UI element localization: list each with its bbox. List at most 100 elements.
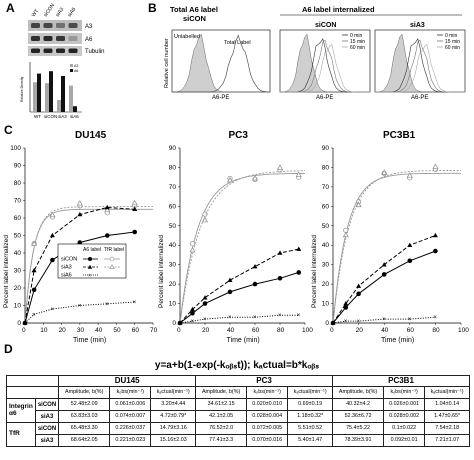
table-cell: 0.221±0.023 <box>109 434 152 447</box>
header-total-sub: siCON <box>183 14 206 23</box>
unlabelled-histogram <box>171 33 270 93</box>
blot-label-a6: A6 <box>85 37 93 43</box>
x-tick-label: 60 <box>132 327 140 334</box>
tfr-point-sicon <box>189 241 196 247</box>
a6-point-sia6: × <box>178 321 182 327</box>
table-cell: 0.226±0.037 <box>109 422 152 435</box>
x-tick-label: 100 <box>458 327 469 334</box>
y-tick-label: 80 <box>322 164 330 171</box>
header-internalized: A6 label internalized <box>302 5 375 14</box>
a6-fit-curve-sia6 <box>179 314 299 324</box>
table-cell: 1.47±0.65* <box>424 410 470 423</box>
bar-cat-wt: WT <box>34 114 41 119</box>
table-cell: 0.028±0.004 <box>246 410 289 423</box>
condition-label: siCON <box>34 422 60 435</box>
tfr-point-sia3 <box>76 200 83 206</box>
a6-point-sia3 <box>356 283 362 288</box>
tfr-point-sia3 <box>31 240 38 246</box>
a6-point-sia6: × <box>408 317 412 323</box>
kinetics-legend-box <box>57 243 127 279</box>
table-row: Integrin α6 siCON 52.48±2.09 0.061±0.006 3.2… <box>6 398 470 423</box>
table-cell: 7.54±2.18 <box>424 422 470 435</box>
a6-fit-curve-sicon <box>332 250 436 324</box>
a6-point-sicon <box>227 289 233 295</box>
a6-fit-curve-sia3 <box>332 235 436 324</box>
y-tick-label: 20 <box>322 281 330 288</box>
results-table: DU145 PC3 PC3B1 Amplitude, b(%) kₒbs(min… <box>5 375 470 447</box>
blot-band-a6 <box>43 36 53 41</box>
blot-band-a3 <box>56 23 65 28</box>
a6-point-sicon <box>407 258 413 264</box>
legend-a6-marker: × <box>88 273 91 279</box>
x-tick-label: 0 <box>330 327 334 334</box>
label-unlabelled: Unlabelled <box>174 34 200 40</box>
tfr-point-sia3 <box>381 169 388 175</box>
kinetics-ylabel: Percent label internalized <box>3 235 10 308</box>
y-tick-label: 90 <box>14 163 22 170</box>
y-tick-label: 90 <box>322 145 330 152</box>
bar-a3-sicon <box>45 83 49 112</box>
subhdr-kactual: kₐctual(min⁻¹) <box>287 386 334 399</box>
kinetics-ylabel: Percent label internalized <box>158 235 165 308</box>
kinetics-title: DU145 <box>75 130 107 141</box>
x-tick-label: 50 <box>113 327 121 334</box>
a6-point-sia6: × <box>203 317 207 323</box>
blot-band-tubulin <box>68 48 78 53</box>
table-cell: 3.20±4.44 <box>150 398 197 411</box>
table-cell: 0.070±0.016 <box>246 434 289 447</box>
y-tick-label: 90 <box>169 145 177 152</box>
a6-point-sia6: × <box>344 319 348 325</box>
table-row: siA3 63.83±3.03 0.074±0.007 4.72±0.79* 42.1±… <box>7 410 470 423</box>
table-cell: 7.21±1.07 <box>424 434 470 447</box>
blot-strip-a3 <box>28 20 82 31</box>
y-tick-label: 10 <box>169 301 177 308</box>
condition-label: siA3 <box>34 434 60 447</box>
a6-point-sicon <box>50 257 55 263</box>
table-cell: 52.36±6.72 <box>332 410 385 423</box>
x-tick-label: 40 <box>227 327 235 334</box>
tfr-point-sia3 <box>226 177 234 183</box>
a6-point-sicon <box>132 229 138 235</box>
tfr-point-sia3 <box>355 201 362 208</box>
internalized-histogram <box>375 43 465 93</box>
table-cell: 52.48±2.09 <box>58 398 111 411</box>
a6-fit-curve-sia6 <box>332 316 436 324</box>
y-tick-label: 30 <box>14 268 22 275</box>
bar-ylabel: Relative Density <box>20 76 24 102</box>
bar-cat-sia3: siA3 <box>58 114 67 119</box>
total-label-histogram <box>172 34 271 93</box>
blot-strip-a6 <box>28 33 82 44</box>
a6-point-sia3 <box>252 264 258 269</box>
legend-row-sicon: siCON <box>61 257 77 263</box>
y-tick-label: 40 <box>14 250 22 257</box>
y-tick-label: 60 <box>169 203 177 210</box>
y-tick-label: 40 <box>169 242 177 249</box>
density-bar-chart: Relative Density A3 A6 WT siCON siA3 siA… <box>20 62 82 119</box>
panel-label-a: A <box>6 1 15 15</box>
a6-point-sia3 <box>432 232 438 238</box>
a6-point-sicon <box>381 272 387 277</box>
a6-point-sia6: × <box>357 319 361 325</box>
a6-point-sia6: × <box>78 304 82 310</box>
y-tick-label: 10 <box>322 301 330 308</box>
table-cell: 0.026±0.001 <box>383 398 426 411</box>
a6-point-sia3 <box>227 277 233 283</box>
y-tick-label: 60 <box>322 203 330 210</box>
x-tick-label: 60 <box>252 327 260 334</box>
bar-a6-sia6 <box>73 106 77 112</box>
y-tick-label: 70 <box>169 184 177 191</box>
table-cell: 78.39±3.91 <box>332 434 385 447</box>
a6-point-sia3 <box>49 232 55 238</box>
a6-point-sia6: × <box>23 321 27 327</box>
a6-point-sicon <box>77 240 83 245</box>
x-tick-label: 70 <box>150 327 158 334</box>
table-header-row: DU145 PC3 PC3B1 <box>5 375 470 387</box>
a6-point-sia3 <box>407 242 413 248</box>
x-tick-label: 20 <box>202 327 210 334</box>
bar-a6-sicon <box>49 71 53 112</box>
tfr-fit-curve <box>332 172 461 324</box>
a6-fit-curve-sia3 <box>24 206 135 324</box>
a6-point-sia6: × <box>191 319 195 325</box>
y-tick-label: 50 <box>14 233 22 240</box>
flow-plot-title: siCON <box>315 22 336 29</box>
